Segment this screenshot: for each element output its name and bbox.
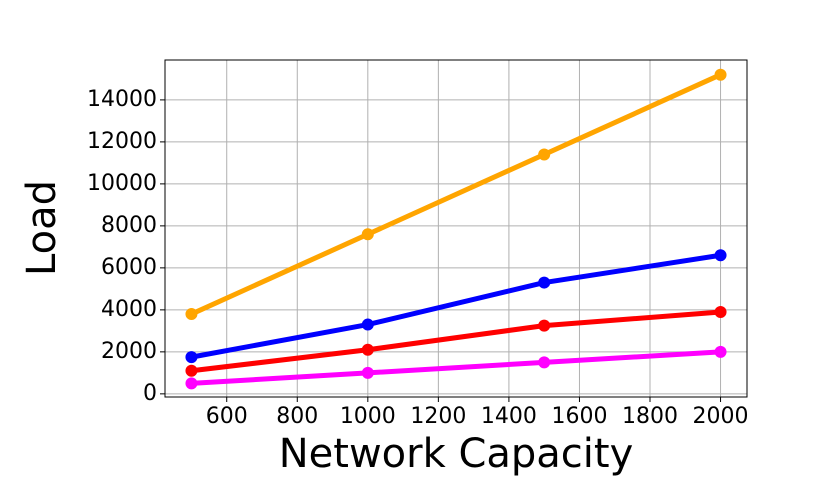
y-tick-label: 10000 — [87, 171, 157, 196]
y-tick-label: 14000 — [87, 87, 157, 112]
x-tick-label: 600 — [206, 404, 248, 429]
data-point — [714, 68, 727, 81]
y-tick-label: 0 — [143, 381, 157, 406]
y-axis-label: Load — [19, 180, 65, 276]
y-tick-label: 4000 — [101, 297, 157, 322]
y-tick-label: 8000 — [101, 213, 157, 238]
series-line — [191, 252, 721, 360]
y-tick-label: 6000 — [101, 255, 157, 280]
data-point — [361, 318, 374, 331]
data-point — [714, 305, 727, 318]
x-tick-label: 1400 — [481, 404, 537, 429]
data-point — [538, 276, 551, 289]
x-tick-label: 1200 — [410, 404, 466, 429]
series-line — [191, 309, 721, 374]
series-line — [190, 72, 722, 317]
x-tick-label: 1800 — [622, 404, 678, 429]
x-tick-label: 2000 — [693, 404, 749, 429]
x-tick-label: 1600 — [551, 404, 607, 429]
data-point — [538, 148, 551, 161]
x-axis-label: Network Capacity — [279, 431, 634, 477]
data-point — [185, 308, 198, 321]
series-line — [191, 349, 721, 386]
y-tick-label: 12000 — [87, 129, 157, 154]
y-tick-label: 2000 — [101, 339, 157, 364]
data-point — [361, 366, 374, 379]
data-point — [538, 356, 551, 369]
data-point — [361, 228, 374, 241]
data-point — [538, 319, 551, 332]
plot-frame — [164, 59, 748, 398]
data-point — [361, 343, 374, 356]
data-point — [714, 345, 727, 358]
data-point — [714, 249, 727, 262]
data-point — [185, 364, 198, 377]
x-tick-label: 800 — [276, 404, 318, 429]
data-point — [185, 377, 198, 390]
x-tick-label: 1000 — [340, 404, 396, 429]
data-point — [185, 351, 198, 364]
